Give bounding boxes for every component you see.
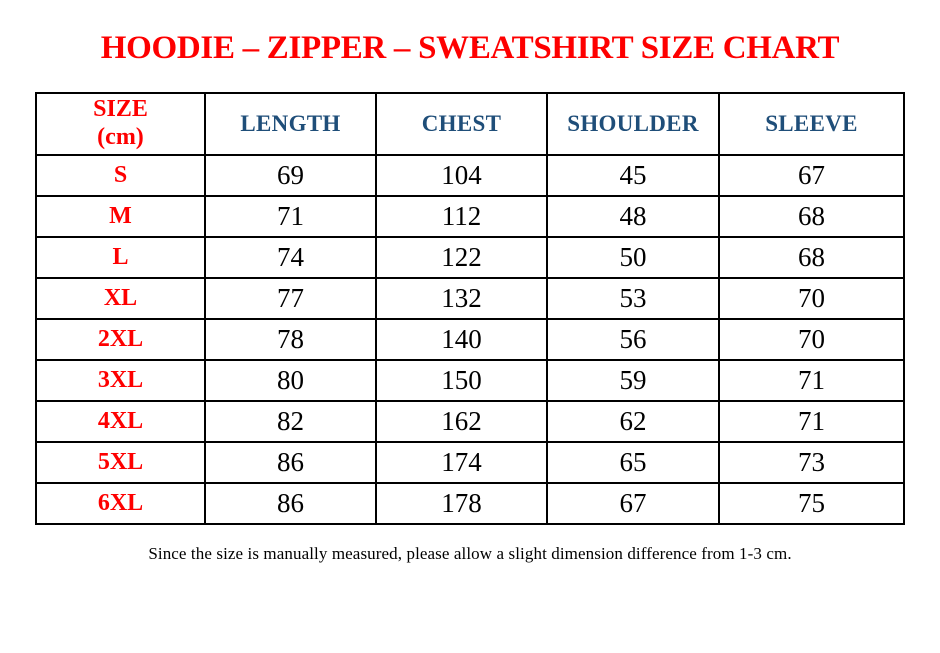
size-chart-table: SIZE (cm) LENGTH CHEST SHOULDER SLEEVE S… [35,92,905,525]
column-header-sleeve: SLEEVE [718,92,905,156]
size-cell: L [35,236,206,279]
sleeve-cell: 70 [718,318,905,361]
length-cell: 69 [204,154,377,197]
chest-cell: 150 [375,359,548,402]
shoulder-cell: 62 [546,400,720,443]
length-cell: 77 [204,277,377,320]
sleeve-cell: 71 [718,359,905,402]
chest-cell: 104 [375,154,548,197]
length-cell: 78 [204,318,377,361]
length-cell: 80 [204,359,377,402]
size-cell: M [35,195,206,238]
table-row: 4XL 82 162 62 71 [35,400,905,443]
shoulder-cell: 45 [546,154,720,197]
size-cell: S [35,154,206,197]
chest-cell: 122 [375,236,548,279]
table-row: XL 77 132 53 70 [35,277,905,320]
shoulder-cell: 65 [546,441,720,484]
length-cell: 86 [204,482,377,525]
page: { "page": { "stray_mark": ".", "title": … [0,30,940,653]
sleeve-cell: 75 [718,482,905,525]
chest-cell: 132 [375,277,548,320]
sleeve-cell: 68 [718,195,905,238]
footnote: Since the size is manually measured, ple… [148,544,792,563]
sleeve-cell: 71 [718,400,905,443]
size-cell: XL [35,277,206,320]
sleeve-cell: 68 [718,236,905,279]
size-cell: 5XL [35,441,206,484]
length-cell: 86 [204,441,377,484]
column-header-size: SIZE (cm) [35,92,206,156]
shoulder-cell: 67 [546,482,720,525]
size-header-line1: SIZE [93,96,148,123]
table-row: L 74 122 50 68 [35,236,905,279]
size-header-line2: (cm) [97,124,144,150]
shoulder-cell: 59 [546,359,720,402]
table-row: 5XL 86 174 65 73 [35,441,905,484]
sleeve-cell: 73 [718,441,905,484]
table-row: M 71 112 48 68 [35,195,905,238]
size-cell: 4XL [35,400,206,443]
length-cell: 82 [204,400,377,443]
table-row: 6XL 86 178 67 75 [35,482,905,525]
length-cell: 71 [204,195,377,238]
size-cell: 6XL [35,482,206,525]
stray-dot-mark: . [476,31,480,46]
shoulder-cell: 50 [546,236,720,279]
header-row: SIZE (cm) LENGTH CHEST SHOULDER SLEEVE [35,92,905,156]
column-header-length: LENGTH [204,92,377,156]
chest-cell: 162 [375,400,548,443]
table-row: 2XL 78 140 56 70 [35,318,905,361]
length-cell: 74 [204,236,377,279]
shoulder-cell: 56 [546,318,720,361]
sleeve-cell: 70 [718,277,905,320]
chest-cell: 112 [375,195,548,238]
chest-cell: 140 [375,318,548,361]
table-row: S 69 104 45 67 [35,154,905,197]
column-header-chest: CHEST [375,92,548,156]
page-title: HOODIE – ZIPPER – SWEATSHIRT SIZE CHART [100,30,840,66]
chest-cell: 178 [375,482,548,525]
table-body: S 69 104 45 67 M 71 112 48 68 L 74 122 50 68 XL 77 132 53 7… [35,154,905,525]
size-cell: 3XL [35,359,206,402]
sleeve-cell: 67 [718,154,905,197]
size-cell: 2XL [35,318,206,361]
chest-cell: 174 [375,441,548,484]
shoulder-cell: 53 [546,277,720,320]
column-header-shoulder: SHOULDER [546,92,720,156]
table-row: 3XL 80 150 59 71 [35,359,905,402]
shoulder-cell: 48 [546,195,720,238]
